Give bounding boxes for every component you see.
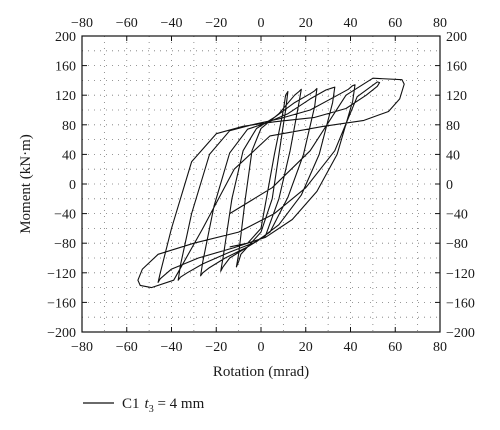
x-tick-label-bottom: 40	[344, 340, 358, 355]
x-tick-label-bottom: 80	[433, 340, 447, 355]
y-tick-label-left: −40	[54, 208, 76, 223]
x-tick-label-bottom: 0	[258, 340, 265, 355]
y-tick-label-right: 80	[446, 119, 460, 134]
grid-lines	[82, 36, 440, 332]
legend-subscript: 3	[149, 404, 154, 415]
x-tick-label-top: −60	[116, 16, 138, 31]
y-tick-label-right: 0	[446, 178, 453, 193]
y-axis-title: Moment (kN·m)	[18, 134, 34, 234]
x-tick-label-top: −80	[71, 16, 93, 31]
x-tick-label-top: −20	[205, 16, 227, 31]
legend-series-name: C1	[122, 396, 140, 412]
legend-label: C1 t3 = 4 mm	[122, 396, 205, 415]
legend: C1 t3 = 4 mm	[83, 396, 205, 415]
y-tick-label-right: −200	[446, 326, 475, 341]
y-tick-label-left: −120	[47, 267, 76, 282]
legend-symbol: t	[145, 396, 150, 412]
y-tick-label-left: 200	[55, 30, 76, 45]
x-tick-label-bottom: −80	[71, 340, 93, 355]
x-tick-label-top: −40	[161, 16, 183, 31]
y-tick-label-right: 40	[446, 148, 460, 163]
x-tick-label-bottom: −60	[116, 340, 138, 355]
x-axis-title: Rotation (mrad)	[213, 364, 309, 380]
y-tick-label-right: 160	[446, 60, 467, 75]
y-tick-label-left: −200	[47, 326, 76, 341]
y-tick-label-left: −80	[54, 237, 76, 252]
x-tick-label-bottom: −40	[161, 340, 183, 355]
y-tick-label-left: 160	[55, 60, 76, 75]
y-tick-label-left: 80	[62, 119, 76, 134]
x-tick-label-top: 80	[433, 16, 447, 31]
y-tick-label-right: −120	[446, 267, 475, 282]
y-tick-label-left: 120	[55, 89, 76, 104]
y-tick-label-right: −160	[446, 296, 475, 311]
y-tick-label-right: −40	[446, 208, 468, 223]
x-tick-label-top: 60	[388, 16, 402, 31]
y-tick-label-left: −160	[47, 296, 76, 311]
y-tick-label-left: 0	[69, 178, 76, 193]
x-tick-label-top: 40	[344, 16, 358, 31]
x-tick-label-bottom: −20	[205, 340, 227, 355]
y-tick-label-right: −80	[446, 237, 468, 252]
y-tick-label-left: 40	[62, 148, 76, 163]
x-tick-label-top: 0	[258, 16, 265, 31]
y-tick-label-right: 200	[446, 30, 467, 45]
series-group	[137, 77, 405, 289]
legend-value: = 4 mm	[154, 396, 205, 412]
x-tick-label-bottom: 20	[299, 340, 313, 355]
x-tick-label-bottom: 60	[388, 340, 402, 355]
axis-ticks: −80−80−60−60−40−40−20−200020204040606080…	[47, 16, 475, 355]
series-line-0	[137, 77, 405, 289]
y-tick-label-right: 120	[446, 89, 467, 104]
plot-frame	[81, 35, 441, 333]
x-tick-label-top: 20	[299, 16, 313, 31]
